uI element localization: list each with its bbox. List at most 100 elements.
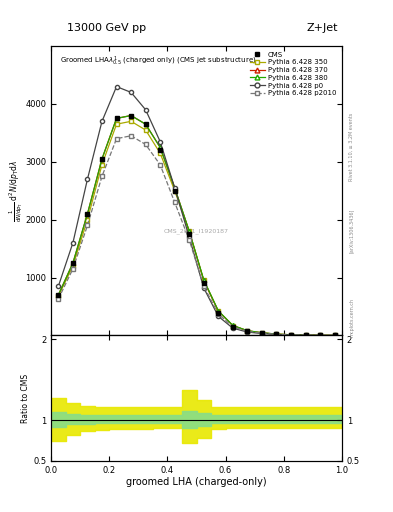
Pythia 6.428 p2010	[202, 283, 206, 289]
Text: 13000 GeV pp: 13000 GeV pp	[67, 23, 146, 33]
Pythia 6.428 p0	[85, 176, 90, 182]
CMS	[56, 292, 61, 298]
Y-axis label: $\frac{1}{\mathrm{d}N/\mathrm{d}p_\mathrm{T}}\ \mathrm{d}^2N/\mathrm{d}p_\mathrm: $\frac{1}{\mathrm{d}N/\mathrm{d}p_\mathr…	[7, 160, 24, 222]
Pythia 6.428 350	[202, 278, 206, 284]
Pythia 6.428 p2010	[245, 328, 250, 334]
Pythia 6.428 350	[158, 150, 163, 156]
Pythia 6.428 350	[216, 308, 221, 314]
Text: Groomed LHA$\lambda^{1}_{0.5}$ (charged only) (CMS jet substructure): Groomed LHA$\lambda^{1}_{0.5}$ (charged …	[60, 55, 256, 68]
Pythia 6.428 370	[318, 332, 323, 338]
Pythia 6.428 380	[173, 185, 177, 191]
Pythia 6.428 p0	[143, 106, 148, 113]
Pythia 6.428 p2010	[274, 331, 279, 337]
CMS	[85, 211, 90, 217]
Pythia 6.428 380	[100, 156, 105, 162]
CMS	[114, 115, 119, 121]
CMS	[71, 260, 75, 266]
Pythia 6.428 350	[100, 162, 105, 168]
Pythia 6.428 p2010	[289, 332, 294, 338]
Y-axis label: Ratio to CMS: Ratio to CMS	[21, 374, 30, 423]
X-axis label: groomed LHA (charged-only): groomed LHA (charged-only)	[126, 477, 267, 487]
Pythia 6.428 p0	[274, 331, 279, 337]
Pythia 6.428 380	[274, 331, 279, 337]
Pythia 6.428 p0	[303, 332, 308, 338]
Pythia 6.428 380	[71, 260, 75, 266]
Pythia 6.428 370	[245, 328, 250, 334]
Pythia 6.428 370	[85, 211, 90, 217]
Pythia 6.428 370	[289, 332, 294, 338]
CMS	[231, 324, 235, 330]
Pythia 6.428 350	[85, 217, 90, 223]
Pythia 6.428 370	[274, 331, 279, 337]
Line: Pythia 6.428 350: Pythia 6.428 350	[56, 119, 337, 337]
Pythia 6.428 370	[173, 185, 177, 191]
Pythia 6.428 p2010	[332, 332, 337, 338]
Pythia 6.428 350	[289, 332, 294, 338]
Pythia 6.428 370	[143, 121, 148, 127]
Pythia 6.428 p0	[289, 332, 294, 338]
Pythia 6.428 p2010	[143, 141, 148, 147]
Pythia 6.428 350	[260, 330, 264, 336]
Pythia 6.428 350	[274, 331, 279, 337]
CMS	[100, 156, 105, 162]
Pythia 6.428 p2010	[71, 266, 75, 272]
Pythia 6.428 380	[129, 113, 134, 119]
Pythia 6.428 350	[318, 332, 323, 338]
Pythia 6.428 350	[245, 328, 250, 334]
Line: Pythia 6.428 p0: Pythia 6.428 p0	[56, 84, 337, 337]
Pythia 6.428 p0	[173, 185, 177, 191]
Legend: CMS, Pythia 6.428 350, Pythia 6.428 370, Pythia 6.428 380, Pythia 6.428 p0, Pyth: CMS, Pythia 6.428 350, Pythia 6.428 370,…	[248, 50, 338, 98]
Pythia 6.428 p2010	[231, 324, 235, 330]
Pythia 6.428 p0	[245, 329, 250, 335]
Text: Z+Jet: Z+Jet	[307, 23, 338, 33]
Pythia 6.428 380	[245, 328, 250, 334]
Pythia 6.428 380	[231, 323, 235, 329]
Pythia 6.428 p2010	[303, 332, 308, 338]
Pythia 6.428 350	[187, 228, 192, 234]
Pythia 6.428 p2010	[100, 173, 105, 179]
Pythia 6.428 380	[187, 228, 192, 234]
Pythia 6.428 p0	[332, 332, 337, 338]
Pythia 6.428 380	[289, 332, 294, 338]
Pythia 6.428 380	[260, 330, 264, 336]
Pythia 6.428 p0	[129, 89, 134, 95]
Pythia 6.428 370	[332, 332, 337, 338]
Pythia 6.428 p2010	[187, 237, 192, 243]
Pythia 6.428 p2010	[260, 330, 264, 336]
Pythia 6.428 380	[318, 332, 323, 338]
CMS	[318, 332, 323, 338]
Pythia 6.428 370	[158, 144, 163, 151]
CMS	[143, 121, 148, 127]
Pythia 6.428 350	[71, 263, 75, 269]
CMS	[216, 310, 221, 316]
Pythia 6.428 370	[231, 323, 235, 329]
Line: CMS: CMS	[56, 114, 337, 337]
Pythia 6.428 370	[303, 332, 308, 338]
CMS	[158, 147, 163, 153]
CMS	[129, 113, 134, 119]
Line: Pythia 6.428 370: Pythia 6.428 370	[56, 114, 337, 337]
Pythia 6.428 370	[129, 113, 134, 119]
Pythia 6.428 380	[143, 121, 148, 127]
Pythia 6.428 380	[158, 144, 163, 151]
Pythia 6.428 380	[216, 308, 221, 314]
Pythia 6.428 350	[231, 323, 235, 329]
Pythia 6.428 p0	[114, 83, 119, 90]
Pythia 6.428 370	[260, 330, 264, 336]
Pythia 6.428 350	[114, 121, 119, 127]
Pythia 6.428 p0	[100, 118, 105, 124]
Pythia 6.428 p0	[202, 285, 206, 291]
Pythia 6.428 p0	[71, 240, 75, 246]
Pythia 6.428 350	[303, 332, 308, 338]
Pythia 6.428 p0	[318, 332, 323, 338]
Line: Pythia 6.428 p2010: Pythia 6.428 p2010	[56, 134, 337, 337]
Pythia 6.428 p2010	[216, 311, 221, 317]
Pythia 6.428 380	[332, 332, 337, 338]
Line: Pythia 6.428 380: Pythia 6.428 380	[56, 114, 337, 337]
Pythia 6.428 p2010	[173, 199, 177, 205]
CMS	[187, 231, 192, 237]
Pythia 6.428 380	[56, 292, 61, 298]
Pythia 6.428 370	[202, 278, 206, 284]
Pythia 6.428 350	[143, 127, 148, 133]
CMS	[173, 188, 177, 194]
